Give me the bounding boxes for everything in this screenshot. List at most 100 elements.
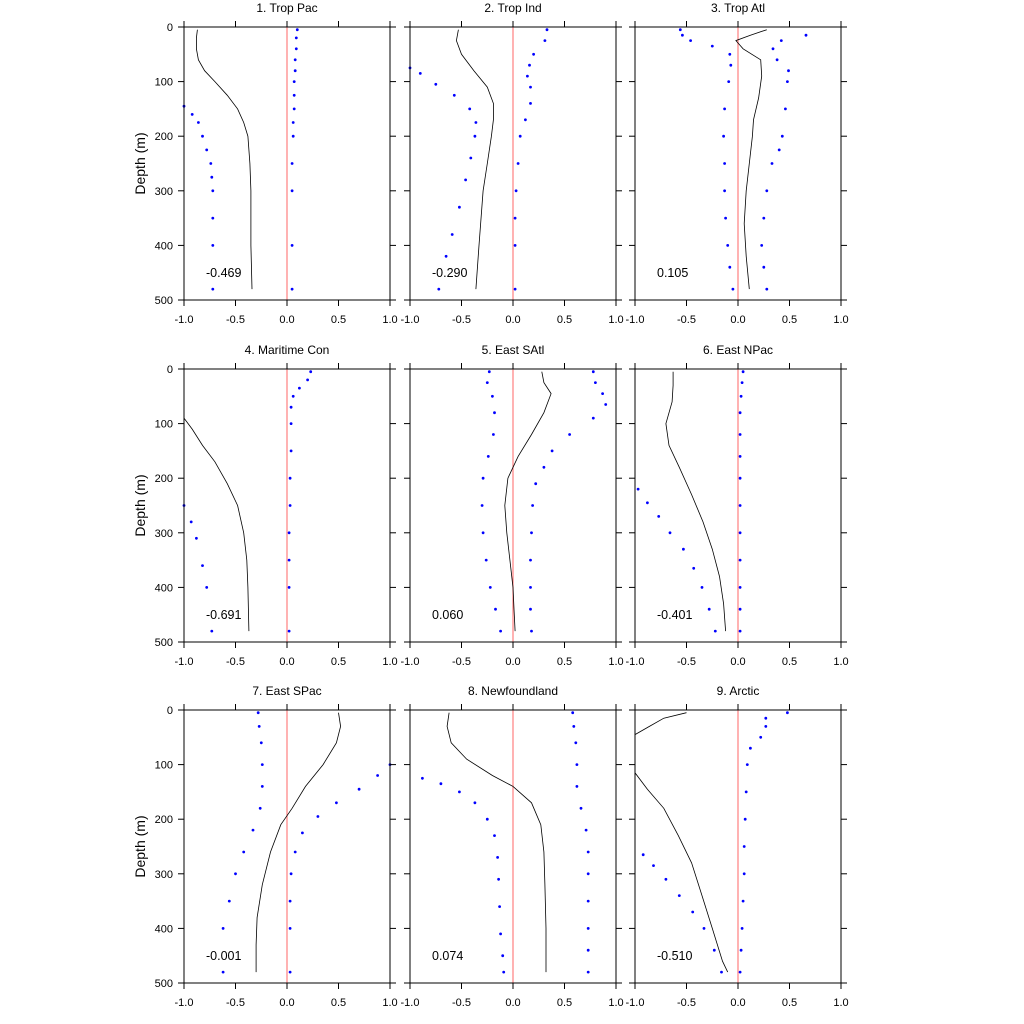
series-point (211, 189, 215, 193)
x-tick-label: 0.0 (505, 997, 520, 1009)
series-point (458, 205, 461, 209)
x-tick-label: 1.0 (833, 997, 848, 1009)
series-point (545, 28, 549, 32)
series-point (677, 894, 681, 897)
series-point (295, 28, 299, 32)
series-point (760, 244, 764, 247)
y-tick-label: 0 (167, 364, 173, 376)
series-line (735, 29, 767, 290)
series-point (499, 932, 502, 936)
series-point (664, 877, 668, 881)
series-point (738, 558, 742, 562)
y-tick-label: 500 (155, 978, 173, 990)
series-point (738, 531, 742, 535)
series-point (738, 504, 742, 507)
series-point (700, 586, 704, 589)
correlation-label: 0.105 (657, 266, 688, 280)
x-tick-label: 1.0 (833, 314, 848, 326)
series-point (189, 520, 193, 524)
series-point (702, 927, 706, 930)
series-point (526, 74, 529, 78)
x-tick-label: -0.5 (226, 314, 245, 326)
series-point (260, 763, 264, 766)
series-point (586, 927, 590, 930)
series-point (481, 476, 485, 480)
series-point (209, 162, 213, 165)
series-point (739, 948, 743, 952)
x-tick-label: 1.0 (608, 656, 623, 668)
series-point (485, 381, 489, 384)
panel-9: -1.0 -0.5 0.0 0.5 1.0 9. Arctic -0.510 (626, 684, 849, 1009)
y-tick-label: 200 (155, 814, 173, 826)
series-point (497, 877, 500, 881)
series-point (293, 58, 297, 62)
series-point (568, 433, 571, 436)
series-point (210, 175, 214, 179)
series-point (421, 776, 424, 780)
series-line (183, 417, 250, 632)
x-tick-label: 0.0 (279, 656, 294, 668)
series-point (574, 741, 578, 745)
series-point (601, 392, 604, 395)
series-point (586, 899, 590, 903)
series-point (738, 455, 742, 458)
series-point (197, 121, 200, 124)
series-point (294, 36, 298, 40)
series-point (516, 162, 520, 165)
panel-1: -1.0 -0.5 0.0 0.5 1.0 0 100 200 300 400 500 1. Trop… (132, 1, 398, 326)
series-point (316, 815, 320, 818)
panel-title: 1. Trop Pac (256, 1, 317, 15)
series-point (765, 287, 769, 291)
series-point (289, 449, 293, 453)
panel-8: -1.0 -0.5 0.0 0.5 1.0 8. Newfoundland 0.074 (401, 684, 624, 1009)
x-tick-label: -1.0 (626, 997, 645, 1009)
series-point (464, 178, 467, 182)
x-tick-label: -1.0 (175, 314, 194, 326)
series-point (496, 856, 499, 859)
series-point (450, 233, 454, 236)
series-point (729, 63, 733, 67)
series-point (242, 850, 246, 854)
series-point (474, 121, 478, 124)
series-point (762, 216, 766, 220)
x-tick-label: 0.0 (730, 656, 745, 668)
series-line (255, 712, 342, 973)
series-point (287, 629, 291, 633)
series-point (529, 558, 532, 562)
series-point (591, 416, 595, 420)
panel-title: 6. East NPac (703, 343, 773, 357)
series-line (665, 371, 726, 632)
series-point (335, 801, 338, 805)
series-point (777, 148, 781, 152)
series-point (804, 33, 808, 37)
x-tick-label: 0.0 (505, 656, 520, 668)
series-point (289, 405, 293, 409)
y-tick-label: 300 (155, 186, 173, 198)
series-point (287, 531, 291, 535)
series-point (499, 629, 502, 633)
panel-3: -1.0 -0.5 0.0 0.5 1.0 3. Trop Atl 0.105 (626, 1, 849, 326)
series-point (493, 411, 496, 415)
y-tick-label: 300 (155, 869, 173, 881)
series-point (458, 790, 461, 794)
series-point (531, 504, 534, 507)
series-point (712, 948, 716, 952)
series-point (468, 107, 472, 111)
series-line (634, 712, 687, 735)
series-point (257, 725, 261, 728)
x-tick-label: -1.0 (401, 997, 420, 1009)
x-tick-label: -1.0 (175, 997, 194, 1009)
series-point (221, 927, 225, 930)
series-point (543, 39, 547, 42)
series-point (473, 134, 477, 138)
correlation-label: -0.290 (432, 266, 467, 280)
y-tick-label: 400 (155, 240, 173, 252)
x-tick-label: -0.5 (226, 997, 245, 1009)
series-point (739, 394, 743, 398)
panel-title: 3. Trop Atl (711, 1, 765, 15)
series-point (288, 970, 292, 974)
series-point (493, 834, 496, 837)
series-point (452, 93, 456, 97)
series-point (530, 531, 533, 535)
